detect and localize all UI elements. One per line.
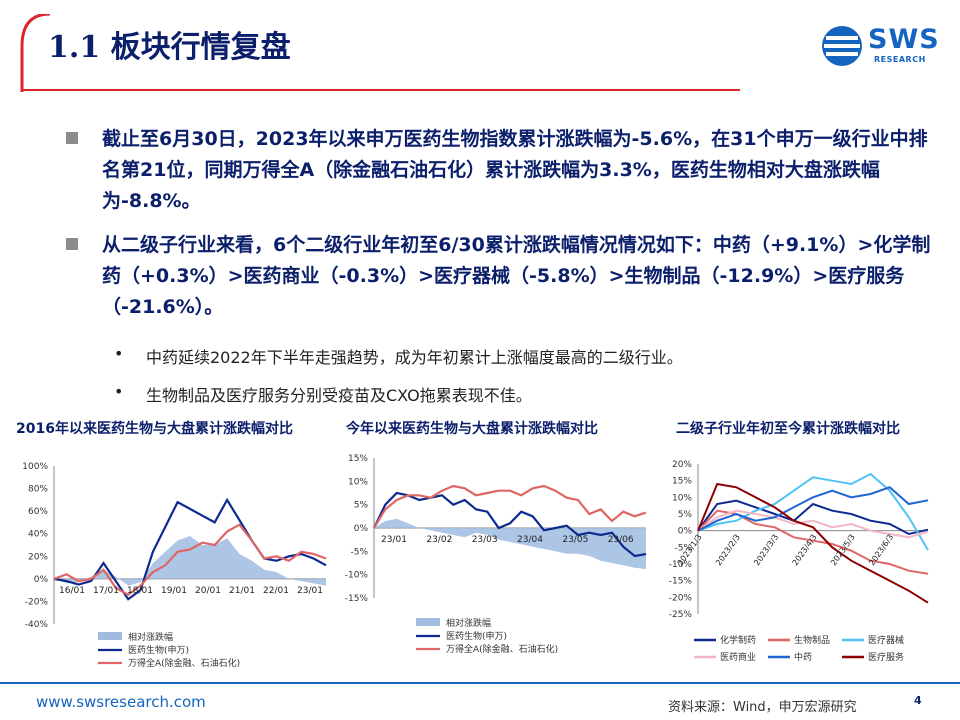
footer-website-link[interactable]: www.swsresearch.com — [36, 693, 206, 711]
chart-2-title: 今年以来医药生物与大盘累计涨跌幅对比 — [346, 421, 598, 437]
bullet-square-icon — [66, 238, 78, 250]
logo-subtext: RESEARCH — [874, 55, 926, 64]
y-tick-label: -5% — [674, 543, 692, 553]
y-tick-label: 0% — [354, 524, 369, 534]
legend-label-market: 万得全A(除金融、石油石化) — [128, 657, 240, 669]
sub-bullet-2-text: 生物制品及医疗服务分别受疫苗及CXO拖累表现不佳。 — [146, 386, 532, 405]
x-tick-label: 23/02 — [426, 535, 452, 545]
series-index-line — [53, 497, 327, 601]
x-tick-label: 23/01 — [381, 535, 407, 545]
y-tick-label: -20% — [669, 593, 693, 603]
page-title: 1.1 板块行情复盘 — [48, 30, 291, 65]
x-tick-label: 20/01 — [195, 586, 221, 596]
legend-label-relative: 相对涨跌幅 — [446, 617, 491, 629]
y-tick-label: 0% — [34, 575, 49, 585]
y-tick-label: -15% — [345, 594, 369, 604]
legend-label-5: 医疗服务 — [868, 651, 904, 663]
bullet-square-icon — [66, 132, 78, 144]
x-tick-label: 23/04 — [517, 535, 543, 545]
y-tick-label: 20% — [672, 460, 692, 470]
x-tick-label: 17/01 — [93, 586, 119, 596]
y-tick-label: -25% — [669, 610, 693, 620]
x-tick-label: 23/05 — [562, 535, 588, 545]
sws-logo: SWS RESEARCH — [820, 24, 940, 68]
series-line-4 — [697, 486, 929, 532]
chart-2-svg: 15% 10% 5% 0% -5% -10% -15% 23/01 23/02 23/03 23/0… — [345, 454, 647, 655]
series-relative-area — [374, 518, 646, 570]
y-tick-label: -5% — [350, 547, 368, 557]
legend-label-index: 医药生物(申万) — [128, 644, 189, 656]
legend-label-market: 万得全A(除金融、石油石化) — [446, 643, 558, 655]
y-tick-label: 15% — [348, 454, 368, 464]
series-market-line — [53, 523, 327, 597]
y-tick-label: 60% — [28, 507, 48, 517]
y-tick-label: 80% — [28, 485, 48, 495]
logo-wordmark: SWS — [868, 24, 940, 55]
y-tick-label: -10% — [345, 571, 369, 581]
legend-label-index: 医药生物(申万) — [446, 630, 507, 642]
y-tick-label: 10% — [672, 493, 692, 503]
x-tick-label: 16/01 — [59, 586, 85, 596]
series-relative-area — [54, 536, 326, 586]
x-tick-label: 18/01 — [127, 586, 153, 596]
legend-label-0: 化学制药 — [720, 634, 756, 646]
sub-bullet-dot: • — [114, 382, 124, 401]
sub-bullet-1-text: 中药延续2022年下半年走强趋势，成为年初累计上涨幅度最高的二级行业。 — [146, 348, 683, 367]
y-tick-label: -15% — [669, 577, 693, 587]
legend-label-1: 生物制品 — [794, 634, 830, 646]
y-tick-label: -10% — [669, 560, 693, 570]
chart-1-title: 2016年以来医药生物与大盘累计涨跌幅对比 — [16, 421, 293, 437]
footer-divider — [0, 682, 960, 684]
sws-logo-mark-icon — [822, 26, 862, 66]
y-tick-label: 15% — [672, 477, 692, 487]
x-tick-label: 19/01 — [161, 586, 187, 596]
y-tick-label: 40% — [28, 530, 48, 540]
legend-label-4: 中药 — [794, 651, 812, 663]
x-tick-label: 21/01 — [229, 586, 255, 596]
sub-bullet-dot: • — [114, 344, 124, 363]
y-tick-label: 10% — [348, 477, 368, 487]
legend-label-2: 医疗器械 — [868, 634, 904, 646]
chart-3-svg: 20%15%10%5%0%-5%-10%-15%-20%-25%2023/1/3… — [669, 460, 929, 663]
series-line-0 — [697, 499, 929, 536]
x-tick-label: 23/01 — [297, 586, 323, 596]
series-index-line — [373, 491, 647, 558]
chart-3-title: 二级子行业年初至今累计涨跌幅对比 — [676, 421, 900, 437]
x-tick-label: 23/06 — [608, 535, 634, 545]
x-tick-label: 2023/2/3 — [714, 533, 742, 568]
legend-swatch-relative — [98, 632, 122, 640]
series-line-3 — [697, 509, 929, 539]
y-tick-label: 100% — [22, 462, 48, 472]
page-number: 4 — [914, 694, 922, 707]
footer-source: 资料来源：Wind，申万宏源研究 — [668, 700, 857, 715]
series-market-line — [373, 484, 647, 529]
bullet-1-text: 截止至6月30日，2023年以来申万医药生物指数累计涨跌幅为-5.6%，在31个… — [102, 128, 928, 212]
legend-swatch-relative — [416, 618, 440, 626]
chart-1-svg: 100% 80% 60% 40% 20% 0% -20% -40% 16/01 17/01 18/0… — [22, 462, 327, 669]
bullet-2: 从二级子行业来看，6个二级行业年初至6/30累计涨跌幅情况情况如下：中药（+9.… — [66, 230, 930, 326]
y-tick-label: -40% — [25, 620, 49, 630]
y-tick-label: -20% — [25, 597, 49, 607]
bullet-1: 截止至6月30日，2023年以来申万医药生物指数累计涨跌幅为-5.6%，在31个… — [66, 124, 928, 220]
series-line-5 — [697, 482, 929, 604]
title-red-arc — [20, 14, 51, 92]
x-tick-label: 2023/3/3 — [752, 533, 780, 568]
series-line-2 — [697, 472, 929, 551]
y-tick-label: 5% — [354, 501, 369, 511]
y-tick-label: 20% — [28, 552, 48, 562]
bullet-2-text: 从二级子行业来看，6个二级行业年初至6/30累计涨跌幅情况情况如下：中药（+9.… — [102, 234, 931, 318]
title-bar — [20, 14, 740, 92]
y-tick-label: 0% — [678, 527, 693, 537]
legend-label-relative: 相对涨跌幅 — [128, 631, 173, 643]
x-tick-label: 22/01 — [263, 586, 289, 596]
x-tick-label: 23/03 — [472, 535, 498, 545]
legend-label-3: 医药商业 — [720, 651, 756, 663]
y-tick-label: 5% — [678, 510, 693, 520]
